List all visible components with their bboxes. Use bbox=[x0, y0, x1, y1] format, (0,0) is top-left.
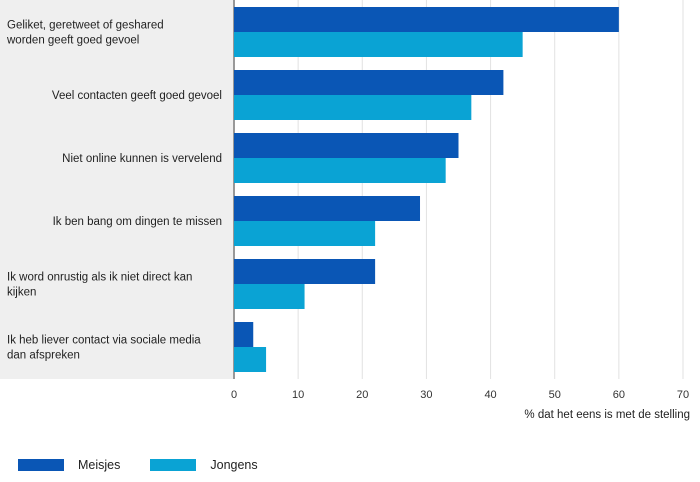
bar-chart: Geliket, geretweet of geshared worden gee… bbox=[0, 0, 690, 421]
category-label-panel bbox=[0, 0, 233, 379]
x-tick-label: 60 bbox=[613, 389, 625, 401]
legend-swatch bbox=[18, 459, 64, 471]
bars bbox=[234, 7, 619, 372]
x-tick-label: 0 bbox=[231, 389, 237, 401]
legend-label: Meisjes bbox=[78, 458, 121, 472]
bar-meisjes bbox=[234, 70, 504, 95]
category-label: Veel contacten geeft goed gevoel bbox=[52, 90, 222, 102]
legend-label: Jongens bbox=[210, 458, 258, 472]
x-tick-label: 20 bbox=[356, 389, 368, 401]
category-label-line: dan afspreken bbox=[7, 350, 80, 362]
bar-jongens bbox=[234, 347, 267, 372]
category-label: Ik word onrustig als ik niet direct kan k… bbox=[7, 272, 192, 299]
category-label: Ik ben bang om dingen te missen bbox=[53, 216, 222, 228]
bar-meisjes bbox=[234, 133, 459, 158]
bar-meisjes bbox=[234, 322, 254, 347]
bar-jongens bbox=[234, 158, 446, 183]
bar-meisjes bbox=[234, 7, 619, 32]
x-tick-label: 50 bbox=[549, 389, 561, 401]
bar-meisjes bbox=[234, 196, 421, 221]
x-tick-label: 10 bbox=[292, 389, 304, 401]
category-labels: Geliket, geretweet of geshared worden gee… bbox=[6, 20, 222, 362]
x-tick-label: 70 bbox=[677, 389, 689, 401]
category-label-line: Veel contacten geeft goed gevoel bbox=[52, 90, 222, 102]
category-label-line: kijken bbox=[7, 287, 36, 299]
x-axis-title: % dat het eens is met de stelling bbox=[524, 409, 690, 421]
category-label-line: Ik heb liever contact via sociale media bbox=[7, 335, 201, 347]
legend-item-meisjes: Meisjes bbox=[18, 458, 120, 472]
legend: Meisjes Jongens bbox=[18, 458, 288, 472]
bar-jongens bbox=[234, 221, 376, 246]
category-label: Geliket, geretweet of geshared worden gee… bbox=[6, 20, 164, 47]
bar-jongens bbox=[234, 95, 472, 120]
legend-swatch bbox=[150, 459, 197, 471]
category-label: Ik heb liever contact via sociale media d… bbox=[7, 335, 201, 362]
bar-meisjes bbox=[234, 259, 376, 284]
category-label-line: Niet online kunnen is vervelend bbox=[62, 153, 222, 165]
x-tick-label: 30 bbox=[420, 389, 432, 401]
x-tick-label: 40 bbox=[484, 389, 496, 401]
bar-jongens bbox=[234, 284, 305, 309]
legend-item-jongens: Jongens bbox=[150, 458, 258, 472]
category-label: Niet online kunnen is vervelend bbox=[62, 153, 222, 165]
category-label-line: Ik ben bang om dingen te missen bbox=[53, 216, 222, 228]
category-label-line: Geliket, geretweet of geshared bbox=[7, 20, 164, 32]
gridlines bbox=[233, 0, 684, 379]
category-label-line: Ik word onrustig als ik niet direct kan bbox=[7, 272, 192, 284]
category-label-line: worden geeft goed gevoel bbox=[6, 35, 139, 47]
bar-jongens bbox=[234, 32, 523, 57]
x-axis-ticks: 0 10 20 30 40 50 60 70 bbox=[231, 389, 689, 401]
